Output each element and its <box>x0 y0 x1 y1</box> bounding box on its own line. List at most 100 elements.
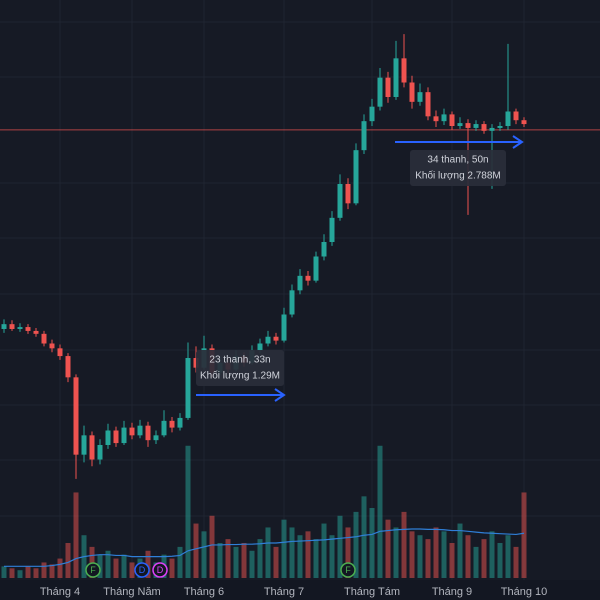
volume-bar <box>385 519 391 578</box>
candle-body <box>401 58 407 83</box>
volume-bar <box>369 508 375 578</box>
candle-body <box>49 343 55 349</box>
candle-body <box>449 114 455 126</box>
event-label: F <box>90 565 96 575</box>
candle-body <box>97 445 103 460</box>
candle-body <box>169 420 175 428</box>
volume-bar <box>521 492 527 578</box>
volume-bar <box>225 539 231 578</box>
candle-body <box>129 427 135 436</box>
volume-bar <box>337 515 343 578</box>
candle-body <box>265 336 271 344</box>
candle-body <box>41 333 47 344</box>
candle-body <box>361 121 367 151</box>
x-tick-label: Tháng Năm <box>103 586 160 598</box>
volume-bar <box>457 523 463 578</box>
volume-bar <box>289 527 295 578</box>
volume-bar <box>401 511 407 578</box>
candle-body <box>113 430 119 444</box>
event-marker[interactable] <box>340 562 356 578</box>
volume-bar <box>321 523 327 578</box>
volume-bar <box>41 562 47 578</box>
candle-body <box>105 430 111 445</box>
volume-bar <box>201 531 207 578</box>
volume-bar <box>185 445 191 578</box>
candle-body <box>521 120 527 125</box>
volume-ma-line <box>4 528 525 567</box>
candle-body <box>289 290 295 315</box>
measure-box <box>410 150 506 186</box>
volume-bar <box>425 539 431 578</box>
candle-body <box>513 111 519 121</box>
candle-body <box>345 184 351 204</box>
candle-body <box>497 126 503 128</box>
volume-bar <box>169 558 175 578</box>
volume-bar <box>329 535 335 578</box>
candle-body <box>177 417 183 428</box>
volume-bar <box>241 543 247 578</box>
volume-bar <box>313 539 319 578</box>
volume-bar <box>265 527 271 578</box>
volume-bar <box>305 531 311 578</box>
candle-body <box>9 324 15 329</box>
candle-body <box>409 82 415 102</box>
volume-bar <box>57 558 63 578</box>
candle-body <box>185 358 191 418</box>
candle-body <box>473 124 479 128</box>
event-marker[interactable] <box>134 562 150 578</box>
volume-bar <box>17 570 23 578</box>
candle-body <box>465 123 471 128</box>
volume-bar <box>481 539 487 578</box>
candle-body <box>377 77 383 107</box>
candle-body <box>329 217 335 242</box>
volume-bar <box>177 546 183 578</box>
candle-body <box>33 330 39 334</box>
volume-bar <box>73 492 79 578</box>
volume-bar <box>249 550 255 578</box>
measure-box <box>196 350 284 386</box>
x-tick-label: Tháng 4 <box>40 586 80 598</box>
volume-bar <box>25 566 31 578</box>
measure-bars: 23 thanh, 33n <box>209 355 270 366</box>
candle-body <box>257 343 263 351</box>
candle-body <box>81 435 87 455</box>
volume-bar <box>33 568 39 578</box>
candle-body <box>321 242 327 257</box>
candle-body <box>65 356 71 378</box>
volume-bar <box>409 531 415 578</box>
volume-bar <box>217 543 223 578</box>
candle-body <box>433 116 439 122</box>
volume-bar <box>393 527 399 578</box>
event-marker[interactable] <box>85 562 101 578</box>
volume-bar <box>353 511 359 578</box>
volume-bar <box>97 554 103 578</box>
time-axis <box>0 580 600 600</box>
measure-arrowhead <box>274 388 286 402</box>
volume-bar <box>473 546 479 578</box>
volume-bar <box>505 535 511 578</box>
candle-body <box>161 420 167 436</box>
volume-bar <box>513 546 519 578</box>
candle-body <box>145 425 151 441</box>
volume-bar <box>297 535 303 578</box>
volume-bar <box>377 445 383 578</box>
volume-bar <box>129 562 135 578</box>
event-label: D <box>157 565 164 575</box>
volume-bar <box>257 539 263 578</box>
volume-bar <box>281 519 287 578</box>
candle-body <box>89 435 95 460</box>
candle-body <box>137 425 143 436</box>
volume-bar <box>233 546 239 578</box>
candle-body <box>121 427 127 444</box>
candle-body <box>457 123 463 126</box>
volume-bar <box>121 554 127 578</box>
volume-bar <box>497 543 503 578</box>
measure-volume: Khối lượng 2.788M <box>415 170 501 182</box>
x-tick-label: Tháng 7 <box>264 586 304 598</box>
volume-bar <box>433 527 439 578</box>
event-marker[interactable] <box>152 562 168 578</box>
measure-arrowhead <box>512 135 524 149</box>
